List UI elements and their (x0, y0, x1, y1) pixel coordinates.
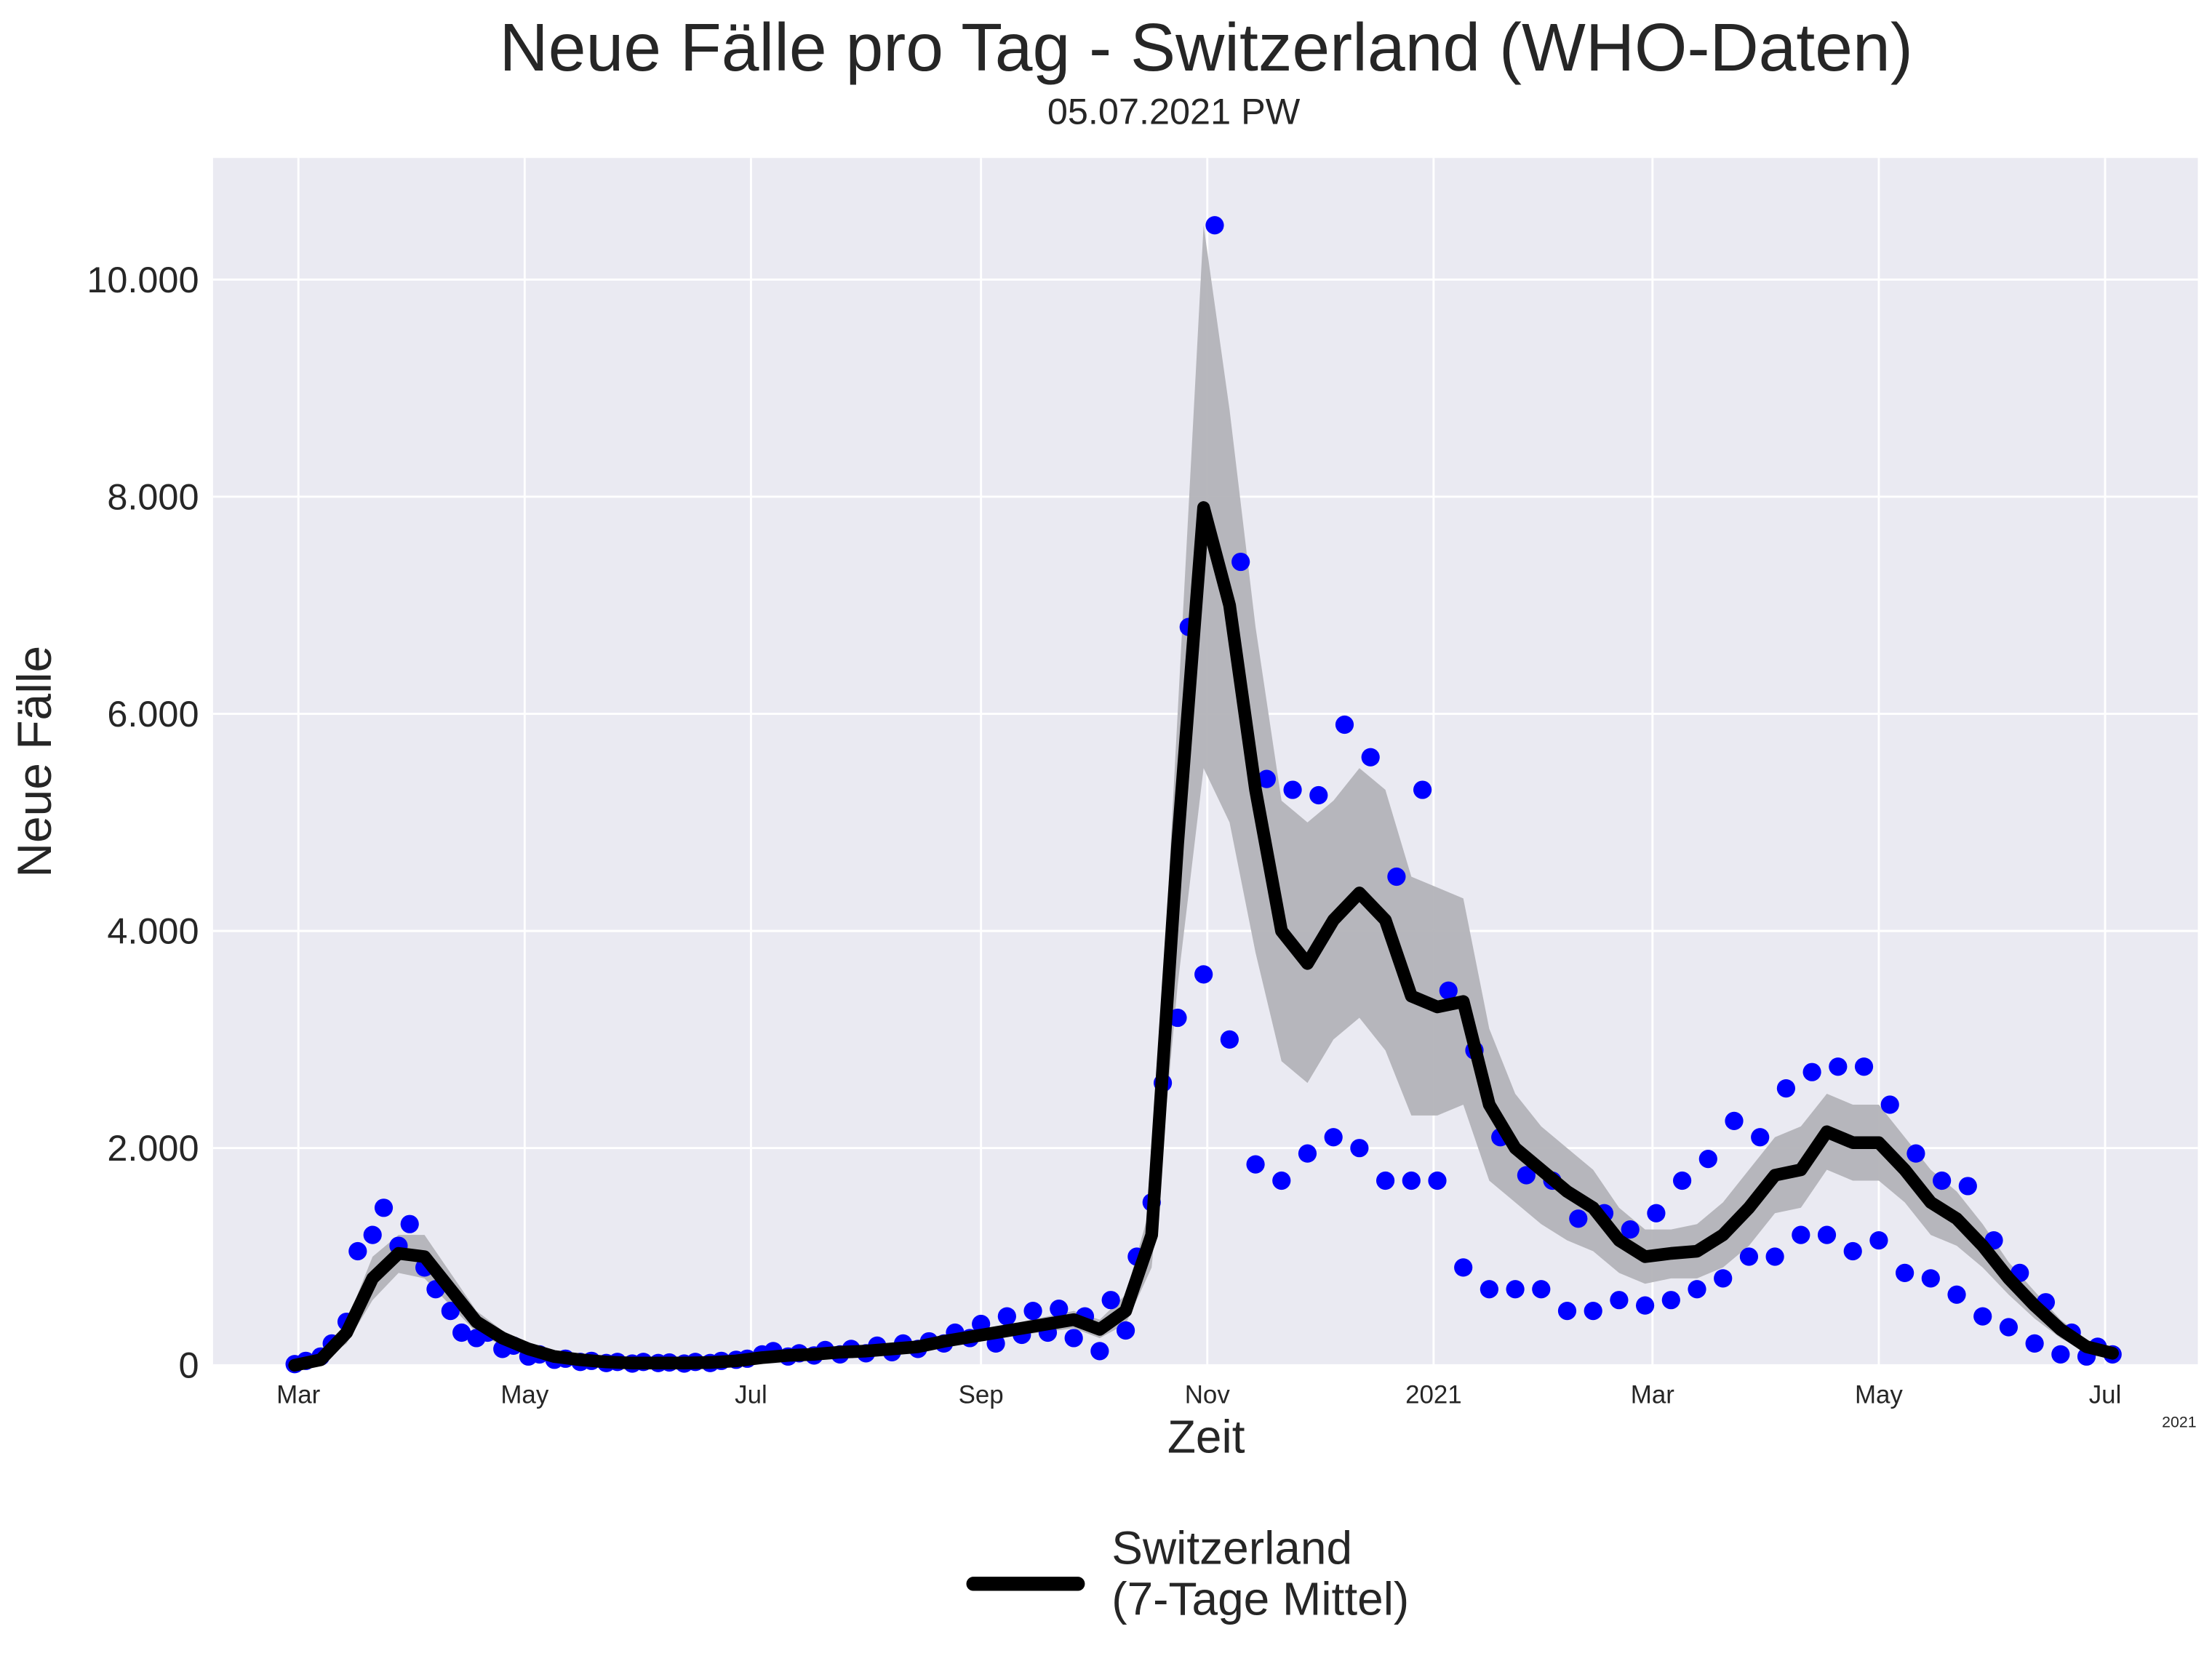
x-tick-label: 2021 (1405, 1381, 1462, 1409)
point (1584, 1302, 1602, 1321)
point (1064, 1329, 1083, 1348)
point (1023, 1302, 1042, 1321)
point (2025, 1334, 2044, 1353)
point (1672, 1171, 1692, 1190)
band (295, 225, 2113, 1366)
point (1324, 1128, 1343, 1147)
y-tick-label: 6.000 (107, 693, 199, 735)
point (400, 1214, 419, 1233)
point (1999, 1318, 2019, 1337)
point (1765, 1247, 1784, 1266)
point (452, 1323, 471, 1342)
x-tick-label: Nov (1185, 1381, 1231, 1409)
point (1661, 1291, 1680, 1310)
x-tick-label: Sep (959, 1381, 1004, 1409)
point (1428, 1171, 1447, 1190)
point (1272, 1171, 1291, 1190)
point (1335, 715, 1354, 735)
point (1283, 780, 1302, 799)
point (1698, 1150, 1717, 1169)
point (363, 1225, 382, 1244)
point (1480, 1280, 1498, 1299)
x-tick-label: Mar (276, 1381, 320, 1409)
legend: Switzerland (7-Tage Mittel) (1111, 1523, 1410, 1625)
y-tick-label: 8.000 (107, 476, 199, 517)
point (1205, 216, 1224, 235)
y-tick-label: 2.000 (107, 1127, 199, 1169)
line (288, 501, 2119, 1372)
point (1869, 1230, 1888, 1250)
point (1557, 1302, 1577, 1321)
point (1921, 1269, 1940, 1288)
point (1454, 1258, 1473, 1277)
point (1298, 1144, 1317, 1163)
point (1896, 1263, 1914, 1282)
point (1375, 1171, 1395, 1190)
point (1817, 1225, 1837, 1244)
point (1635, 1296, 1655, 1315)
point (1257, 769, 1276, 788)
point (1725, 1111, 1744, 1130)
point (1194, 965, 1213, 984)
y-axis-label: Neue Fälle (7, 646, 61, 878)
point (1829, 1057, 1848, 1076)
x-tick-label: Jul (2089, 1381, 2122, 1409)
point (1933, 1171, 1952, 1190)
y-tick-label: 4.000 (107, 910, 199, 952)
x-tick-label: Mar (1631, 1381, 1674, 1409)
point (1231, 552, 1250, 572)
x-tick-label: May (1855, 1381, 1903, 1409)
point (1387, 867, 1406, 886)
point (997, 1307, 1016, 1326)
point (2051, 1345, 2070, 1364)
y-tick-label: 10.000 (87, 259, 199, 300)
point (1647, 1204, 1666, 1222)
point (1220, 1030, 1239, 1049)
legend-label: Switzerland (7-Tage Mittel) (1111, 1523, 1410, 1625)
point (1506, 1280, 1525, 1299)
point (441, 1302, 460, 1321)
point (1101, 1291, 1120, 1310)
point (1090, 1342, 1109, 1361)
point (1413, 780, 1432, 799)
point (1439, 981, 1458, 1000)
point (1880, 1095, 1899, 1114)
point (1751, 1128, 1770, 1147)
point (1517, 1166, 1536, 1185)
point (1739, 1247, 1759, 1266)
x-offset-label: 2021 (2162, 1414, 2196, 1431)
point (1906, 1144, 1925, 1163)
point (1569, 1209, 1588, 1228)
point (1802, 1062, 1821, 1081)
point (348, 1241, 367, 1261)
point (1792, 1225, 1810, 1244)
point (374, 1198, 394, 1217)
x-tick-label: May (500, 1381, 548, 1409)
chart-title: Neue Fälle pro Tag - Switzerland (WHO-Da… (500, 9, 1913, 85)
point (1843, 1241, 1862, 1261)
point (1050, 1300, 1069, 1318)
point (1610, 1291, 1629, 1310)
x-axis-label: Zeit (1167, 1411, 1245, 1463)
point (1309, 785, 1328, 805)
chart-subtitle: 05.07.2021 PW (1047, 91, 1301, 132)
point (1621, 1220, 1640, 1239)
point (1532, 1280, 1551, 1299)
point (1168, 1008, 1187, 1028)
point (1958, 1177, 1977, 1196)
point (1714, 1269, 1733, 1288)
point (1776, 1078, 1796, 1098)
point (1688, 1280, 1706, 1299)
point (1246, 1155, 1265, 1174)
point (1947, 1285, 1966, 1304)
point (1116, 1321, 1135, 1340)
point (1350, 1139, 1369, 1158)
point (1402, 1171, 1421, 1190)
point (1973, 1307, 1992, 1326)
y-tick-label: 0 (178, 1345, 199, 1386)
x-tick-label: Jul (735, 1381, 767, 1409)
point (1361, 748, 1380, 767)
point (1854, 1057, 1874, 1076)
